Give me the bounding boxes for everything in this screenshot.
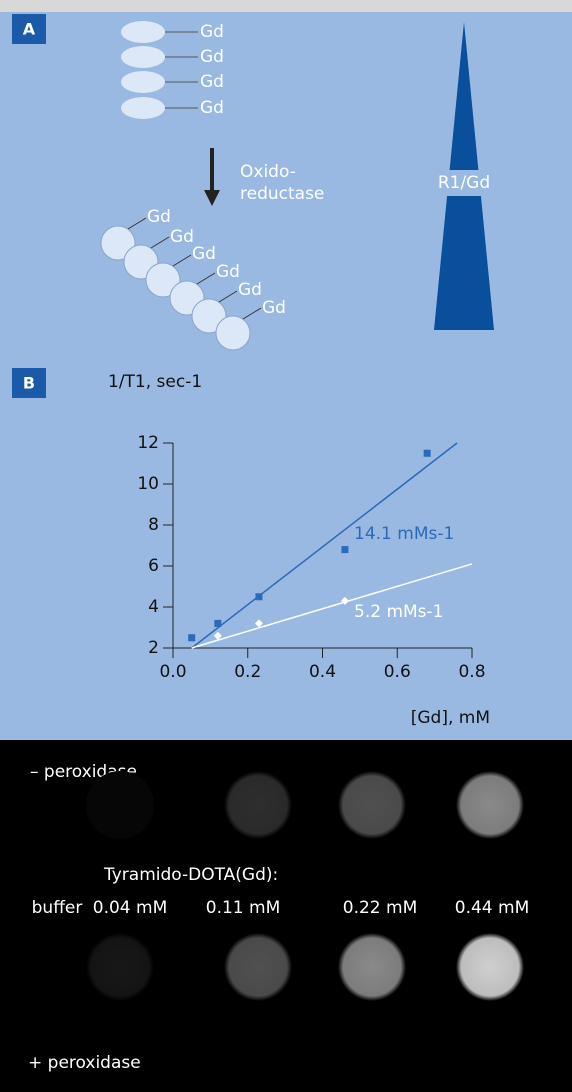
arrow-label: Oxido- [240,162,296,182]
sample-image [456,933,524,1001]
column-label: 0.22 mM [343,898,417,918]
column-label: 0.44 mM [455,898,529,918]
x-axis-title: [Gd], mM [411,708,490,728]
y-tick-label: 10 [137,474,159,494]
point [214,620,221,627]
fit-annotation: 5.2 mMs-1 [354,602,443,622]
fit-annotation: 14.1 mMs-1 [354,524,454,544]
figure: A Gd Gd Gd Gd Oxido- reductase Gd Gd Gd … [0,0,572,1092]
y-tick-label: 6 [148,556,159,576]
column-label: 0.11 mM [206,898,280,918]
x-tick-label: 0.6 [384,662,411,682]
arrow-label: reductase [240,184,324,204]
x-tick-label: 0.8 [458,662,485,682]
sample-image [224,771,292,839]
x-tick-label: 0.0 [159,662,186,682]
gd-label: Gd [216,262,240,282]
y-tick-label: 4 [148,597,159,617]
x-tick-label: 0.4 [309,662,336,682]
compound-label: Tyramido-DOTA(Gd): [103,865,278,885]
sample-image [456,771,524,839]
y-tick-label: 12 [137,433,159,453]
column-label: buffer [32,898,83,918]
y-axis-title: 1/T1, sec-1 [108,372,202,392]
point [424,450,431,457]
sample-image [338,933,406,1001]
gd-label: Gd [200,47,224,67]
gd-label: Gd [192,244,216,264]
y-tick-label: 8 [148,515,159,535]
gd-label: Gd [200,22,224,42]
column-label: 0.04 mM [93,898,167,918]
point [188,634,195,641]
gd-label: Gd [147,207,171,227]
sample-image [86,771,154,839]
x-tick-label: 0.2 [234,662,261,682]
sample-image [86,933,154,1001]
gd-label: Gd [238,280,262,300]
panel-label: B [23,374,35,393]
page: A Gd Gd Gd Gd Oxido- reductase Gd Gd Gd … [0,0,572,1092]
gd-label: Gd [262,298,286,318]
panel-bg [0,12,572,740]
panel-label: A [23,20,36,39]
point [255,593,262,600]
sample-image [224,933,292,1001]
point [341,546,348,553]
gd-label: Gd [200,72,224,92]
condition-label: + peroxidase [28,1053,141,1073]
triangle-label: R1/Gd [438,173,490,193]
gd-label: Gd [200,98,224,118]
y-tick-label: 2 [148,638,159,658]
sample-image [338,771,406,839]
top-strip [0,0,572,12]
gd-label: Gd [170,227,194,247]
